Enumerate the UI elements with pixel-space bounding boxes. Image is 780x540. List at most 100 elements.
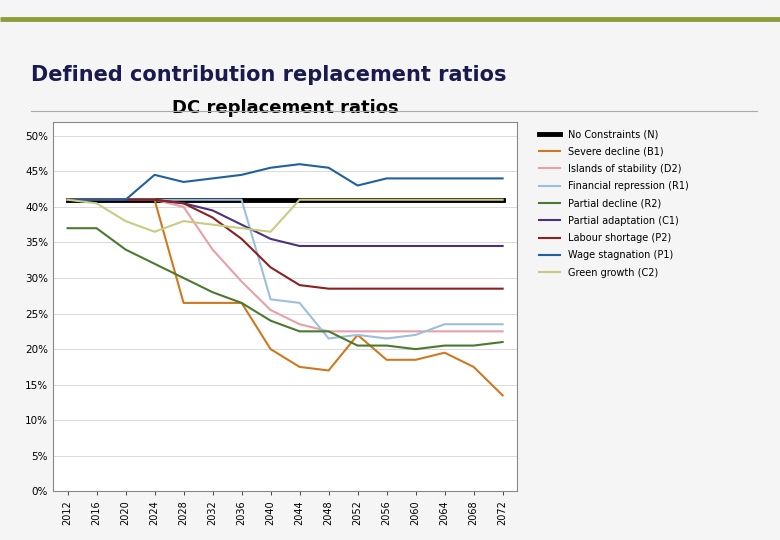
Labour shortage (P2): [440, 286, 449, 292]
Wage stagnation (P1): [121, 197, 130, 203]
Green growth (C2): [208, 221, 218, 228]
Islands of stability (D2): [382, 328, 392, 335]
Labour shortage (P2): [150, 197, 159, 203]
Partial adaptation (C1): [353, 243, 362, 249]
Partial adaptation (C1): [63, 197, 73, 203]
No Constraints (N): [121, 197, 130, 203]
Green growth (C2): [411, 197, 420, 203]
Partial decline (R2): [440, 342, 449, 349]
Islands of stability (D2): [121, 197, 130, 203]
Partial decline (R2): [324, 328, 333, 335]
Line: Partial adaptation (C1): Partial adaptation (C1): [68, 200, 502, 246]
Islands of stability (D2): [411, 328, 420, 335]
Labour shortage (P2): [208, 214, 218, 221]
Partial decline (R2): [92, 225, 101, 232]
Islands of stability (D2): [179, 204, 188, 210]
Financial repression (R1): [179, 197, 188, 203]
Severe decline (B1): [63, 197, 73, 203]
Labour shortage (P2): [469, 286, 478, 292]
Line: Severe decline (B1): Severe decline (B1): [68, 200, 502, 395]
Partial decline (R2): [150, 260, 159, 267]
Severe decline (B1): [121, 197, 130, 203]
Partial adaptation (C1): [150, 197, 159, 203]
Severe decline (B1): [411, 356, 420, 363]
Labour shortage (P2): [179, 200, 188, 206]
Financial repression (R1): [295, 300, 304, 306]
Severe decline (B1): [179, 300, 188, 306]
Labour shortage (P2): [411, 286, 420, 292]
Line: Islands of stability (D2): Islands of stability (D2): [68, 200, 502, 332]
Labour shortage (P2): [92, 197, 101, 203]
Partial adaptation (C1): [498, 243, 507, 249]
Financial repression (R1): [324, 335, 333, 342]
Partial adaptation (C1): [266, 235, 275, 242]
Green growth (C2): [121, 218, 130, 224]
No Constraints (N): [324, 197, 333, 203]
Partial adaptation (C1): [469, 243, 478, 249]
Islands of stability (D2): [440, 328, 449, 335]
Wage stagnation (P1): [266, 165, 275, 171]
Green growth (C2): [179, 218, 188, 224]
Green growth (C2): [295, 197, 304, 203]
Severe decline (B1): [324, 367, 333, 374]
Partial adaptation (C1): [121, 197, 130, 203]
Islands of stability (D2): [63, 197, 73, 203]
No Constraints (N): [92, 197, 101, 203]
Financial repression (R1): [411, 332, 420, 338]
Partial adaptation (C1): [92, 197, 101, 203]
Partial adaptation (C1): [440, 243, 449, 249]
Wage stagnation (P1): [150, 172, 159, 178]
Wage stagnation (P1): [469, 175, 478, 181]
No Constraints (N): [295, 197, 304, 203]
No Constraints (N): [469, 197, 478, 203]
Line: Wage stagnation (P1): Wage stagnation (P1): [68, 164, 502, 200]
Islands of stability (D2): [237, 278, 246, 285]
Partial adaptation (C1): [295, 243, 304, 249]
Green growth (C2): [63, 197, 73, 203]
Partial decline (R2): [266, 318, 275, 324]
Severe decline (B1): [295, 363, 304, 370]
Labour shortage (P2): [63, 197, 73, 203]
Partial adaptation (C1): [237, 221, 246, 228]
Labour shortage (P2): [353, 286, 362, 292]
Partial adaptation (C1): [208, 207, 218, 214]
Severe decline (B1): [353, 332, 362, 338]
Wage stagnation (P1): [382, 175, 392, 181]
Financial repression (R1): [353, 332, 362, 338]
Islands of stability (D2): [92, 197, 101, 203]
Financial repression (R1): [469, 321, 478, 327]
Islands of stability (D2): [208, 246, 218, 253]
No Constraints (N): [382, 197, 392, 203]
Wage stagnation (P1): [353, 183, 362, 189]
Islands of stability (D2): [295, 321, 304, 327]
Financial repression (R1): [208, 197, 218, 203]
Partial decline (R2): [411, 346, 420, 353]
Severe decline (B1): [150, 197, 159, 203]
Islands of stability (D2): [469, 328, 478, 335]
Green growth (C2): [237, 225, 246, 232]
Financial repression (R1): [382, 335, 392, 342]
Financial repression (R1): [237, 197, 246, 203]
Green growth (C2): [498, 197, 507, 203]
Partial adaptation (C1): [179, 200, 188, 206]
Wage stagnation (P1): [411, 175, 420, 181]
Financial repression (R1): [92, 197, 101, 203]
Partial decline (R2): [382, 342, 392, 349]
Financial repression (R1): [63, 197, 73, 203]
Green growth (C2): [353, 197, 362, 203]
No Constraints (N): [63, 197, 73, 203]
Severe decline (B1): [382, 356, 392, 363]
Severe decline (B1): [237, 300, 246, 306]
Partial decline (R2): [63, 225, 73, 232]
Line: Green growth (C2): Green growth (C2): [68, 200, 502, 232]
Labour shortage (P2): [324, 286, 333, 292]
Partial adaptation (C1): [324, 243, 333, 249]
Partial decline (R2): [469, 342, 478, 349]
Severe decline (B1): [440, 349, 449, 356]
Wage stagnation (P1): [440, 175, 449, 181]
Financial repression (R1): [121, 197, 130, 203]
Labour shortage (P2): [266, 264, 275, 271]
Financial repression (R1): [440, 321, 449, 327]
Partial decline (R2): [208, 289, 218, 295]
Partial decline (R2): [179, 275, 188, 281]
